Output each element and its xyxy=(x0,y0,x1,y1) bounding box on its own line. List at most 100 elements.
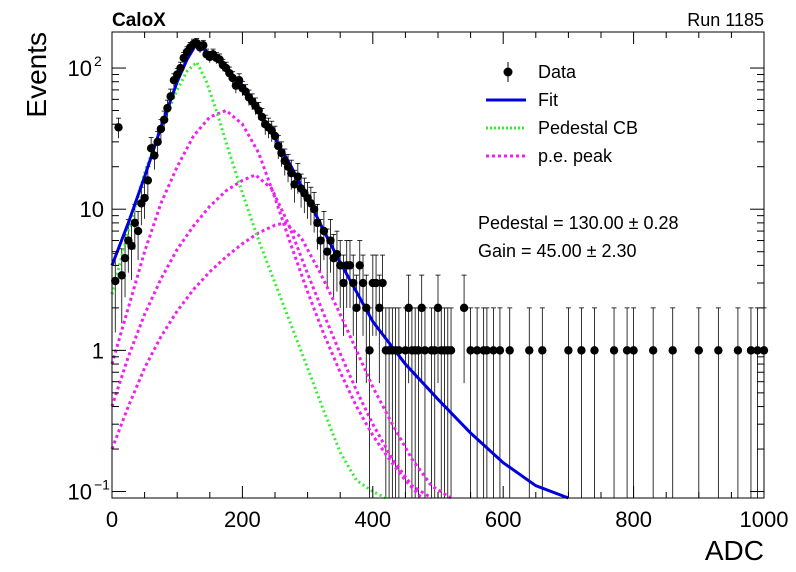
plot-frame xyxy=(111,31,765,499)
x-tick-label: 200 xyxy=(224,507,261,532)
data-point xyxy=(336,261,345,270)
data-point xyxy=(153,137,162,147)
data-point xyxy=(629,346,638,355)
data-point xyxy=(176,63,185,73)
data-point xyxy=(466,346,475,355)
data-point xyxy=(316,236,325,245)
x-tick-label: 1000 xyxy=(740,507,789,532)
data-point xyxy=(199,41,208,50)
data-point xyxy=(326,236,335,245)
x-tick-label: 600 xyxy=(485,507,522,532)
data-point xyxy=(714,346,723,355)
error-bars xyxy=(112,37,767,498)
data-point xyxy=(420,346,430,355)
data-point xyxy=(254,106,263,115)
gain-annotation: Gain = 45.00 ± 2.30 xyxy=(478,241,637,261)
data-point xyxy=(146,144,156,153)
data-point xyxy=(234,76,244,85)
data-point xyxy=(287,168,296,178)
data-point xyxy=(293,172,303,181)
legend-label-pe-peak: p.e. peak xyxy=(538,146,613,166)
data-point xyxy=(404,303,413,313)
data-point xyxy=(339,278,348,288)
data-point xyxy=(417,303,426,313)
data-point xyxy=(352,303,361,313)
pedestal-annotation: Pedestal = 130.00 ± 0.28 xyxy=(478,213,679,233)
data-point xyxy=(228,73,237,83)
data-point xyxy=(127,241,136,251)
data-point xyxy=(270,131,280,141)
data-point xyxy=(309,205,319,214)
data-point xyxy=(290,180,299,189)
data-point xyxy=(609,346,619,355)
data-point xyxy=(446,346,456,355)
data-point xyxy=(159,115,169,124)
data-point xyxy=(140,193,149,203)
data-point xyxy=(590,346,599,355)
x-axis-ticks: 0 200 400 600 800 1000 xyxy=(106,32,789,532)
data-point xyxy=(277,148,286,158)
data-point xyxy=(414,346,423,355)
data-point xyxy=(345,261,355,270)
data-point xyxy=(495,346,505,355)
data-points xyxy=(111,38,769,355)
y-tick-label: 1 xyxy=(92,338,104,363)
y-tick-exponent: 2 xyxy=(94,53,102,69)
data-point xyxy=(564,346,573,355)
data-point xyxy=(120,253,130,263)
data-point xyxy=(668,346,677,355)
data-point xyxy=(505,346,514,355)
legend: Data Fit Pedestal CB p.e. peak xyxy=(486,62,638,166)
data-point xyxy=(319,226,329,236)
data-point xyxy=(459,303,469,313)
data-point xyxy=(283,162,293,171)
data-point xyxy=(133,226,143,236)
data-point xyxy=(156,124,166,134)
data-point xyxy=(733,346,743,355)
data-point xyxy=(371,278,381,288)
data-point xyxy=(362,303,371,313)
data-point xyxy=(163,103,172,113)
data-point xyxy=(332,250,342,259)
data-point xyxy=(577,346,586,355)
x-tick-label: 800 xyxy=(615,507,652,532)
data-point xyxy=(117,271,126,280)
pe-peak-curve-1 xyxy=(110,108,423,500)
pe-peak-curve-3 xyxy=(110,221,452,500)
data-point xyxy=(143,176,153,185)
x-tick-label: 0 xyxy=(106,507,118,532)
y-tick-label: 10 xyxy=(68,480,92,505)
x-tick-label: 400 xyxy=(354,507,391,532)
data-point xyxy=(394,346,404,355)
y-axis-label: Events xyxy=(21,32,52,118)
data-point xyxy=(525,346,534,355)
data-point xyxy=(130,218,140,228)
legend-label-pedestal: Pedestal CB xyxy=(538,118,638,138)
data-point xyxy=(365,346,374,355)
data-point xyxy=(355,261,364,270)
data-point xyxy=(648,346,658,355)
data-point xyxy=(472,346,482,355)
data-point xyxy=(313,218,322,228)
data-point xyxy=(401,346,410,355)
data-point xyxy=(322,247,332,256)
data-point xyxy=(173,70,182,79)
pe-peak-curve-2 xyxy=(110,173,433,500)
legend-label-data: Data xyxy=(538,62,577,82)
x-axis-label: ADC xyxy=(705,535,764,566)
data-point xyxy=(375,303,384,313)
experiment-label: CaloX xyxy=(112,10,166,31)
data-point xyxy=(538,346,547,355)
data-point xyxy=(358,278,368,288)
y-tick-label: 10 xyxy=(68,56,92,81)
data-point xyxy=(150,151,159,160)
run-label: Run 1185 xyxy=(687,10,764,30)
fit-parameters: Pedestal = 130.00 ± 0.28 Gain = 45.00 ± … xyxy=(478,213,679,261)
data-point xyxy=(622,346,632,355)
legend-item-fit: Fit xyxy=(486,90,558,110)
data-point xyxy=(349,278,358,288)
legend-item-pedestal: Pedestal CB xyxy=(486,118,638,138)
data-point xyxy=(430,346,439,355)
legend-item-data: Data xyxy=(503,62,577,82)
